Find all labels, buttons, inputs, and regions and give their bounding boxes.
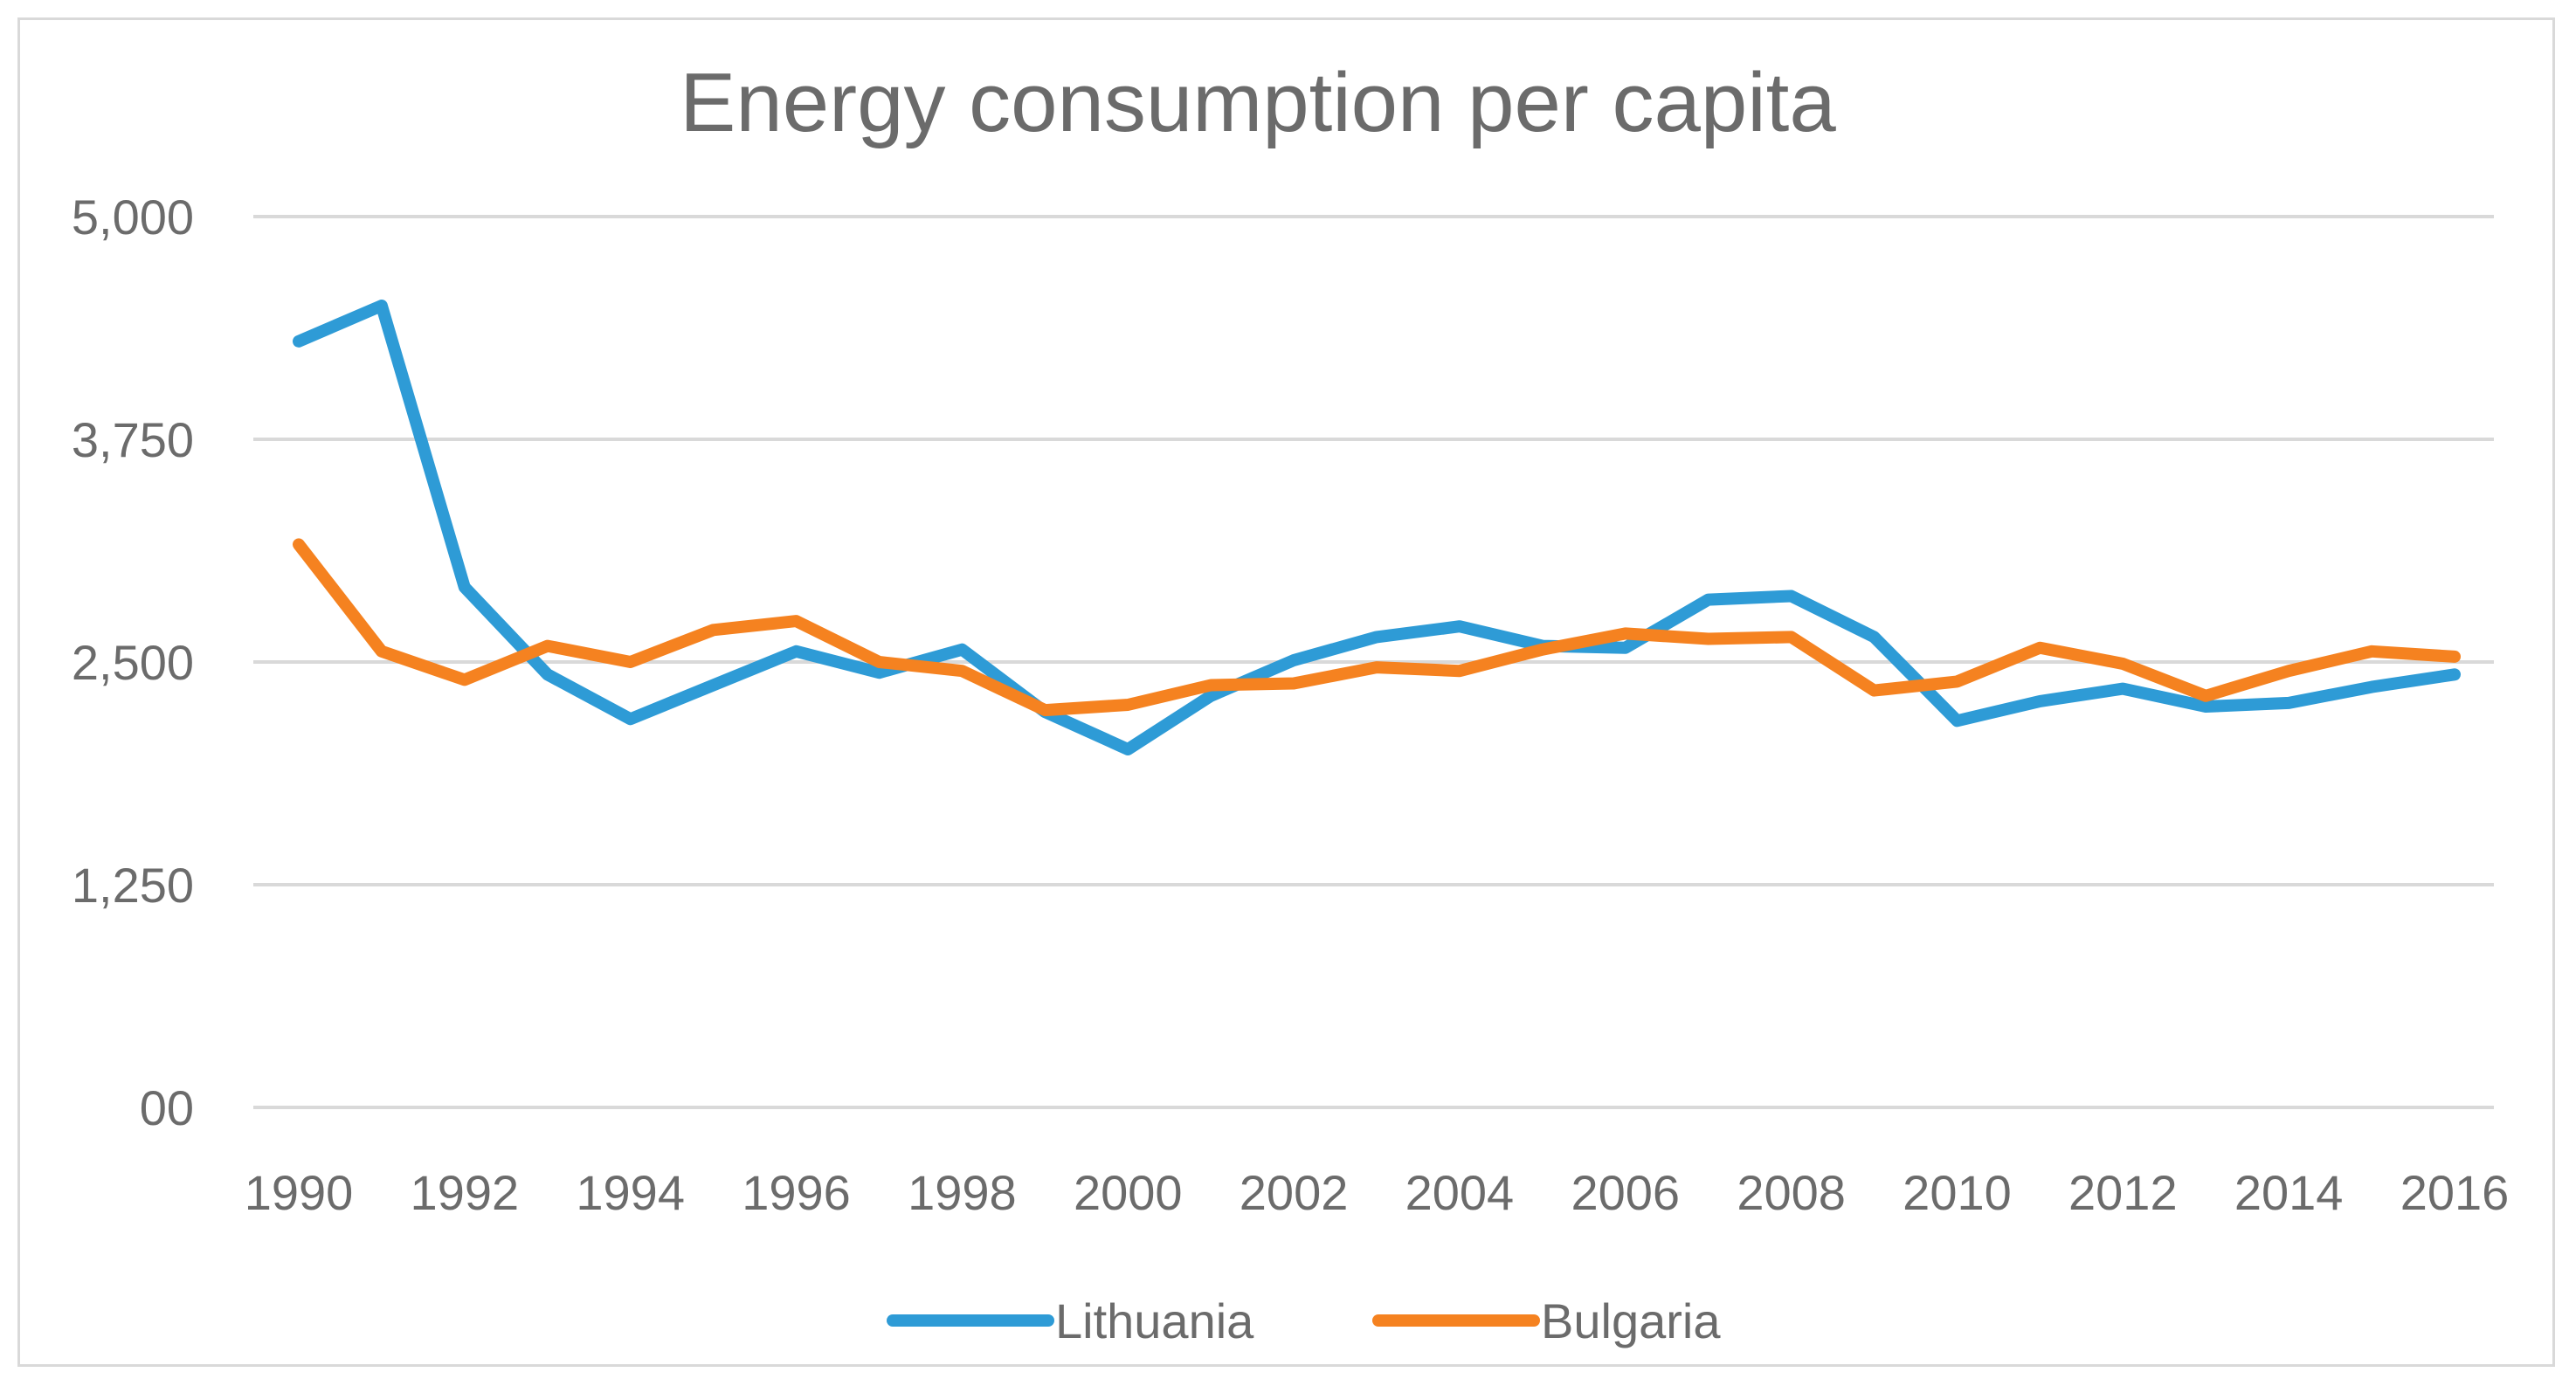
data-point-lithuania-2003	[1375, 635, 1378, 639]
x-tick-label: 2000	[1074, 1165, 1183, 1220]
x-tick-label: 2002	[1240, 1165, 1349, 1220]
data-point-bulgaria-2013	[2204, 693, 2208, 698]
data-point-bulgaria-1991	[379, 649, 383, 653]
data-point-bulgaria-1993	[545, 644, 549, 648]
x-tick-label: 2010	[1903, 1165, 2012, 1220]
data-point-bulgaria-2011	[2038, 645, 2042, 650]
data-point-lithuania-2013	[2204, 705, 2208, 708]
y-tick-label: 2,500	[72, 635, 194, 690]
y-tick-label: 1,250	[72, 858, 194, 913]
data-point-lithuania-2010	[1955, 719, 1959, 723]
data-point-bulgaria-2007	[1706, 637, 1710, 641]
x-axis-tick-labels: 1990 1992 1994 1996 1998 2000 2002 2004 2006 2008…	[245, 1165, 2510, 1220]
data-point-bulgaria-2010	[1955, 679, 1959, 684]
data-point-lithuania-1991	[379, 304, 383, 307]
x-tick-label: 1994	[576, 1165, 685, 1220]
x-tick-label: 2008	[1737, 1165, 1846, 1220]
data-point-bulgaria-1994	[628, 660, 632, 664]
data-point-lithuania-2012	[2121, 686, 2125, 691]
x-tick-label: 2012	[2068, 1165, 2178, 1220]
data-point-lithuania-1992	[462, 585, 466, 590]
data-point-lithuania-1993	[545, 672, 549, 677]
data-point-lithuania-2006	[1623, 645, 1627, 650]
x-tick-label: 1998	[908, 1165, 1017, 1220]
data-point-lithuania-2008	[1789, 594, 1793, 598]
y-tick-label: 3,750	[72, 412, 194, 467]
series-line-lithuania	[293, 300, 2461, 755]
data-point-bulgaria-2001	[1209, 683, 1213, 687]
y-tick-label: 00	[140, 1080, 194, 1135]
data-point-bulgaria-2004	[1457, 669, 1461, 673]
data-point-bulgaria-2003	[1375, 665, 1378, 670]
x-tick-label: 2014	[2234, 1165, 2344, 1220]
data-point-bulgaria-2005	[1540, 647, 1544, 652]
y-axis-tick-labels: 00 1,250 2,500 3,750 5,000	[72, 190, 194, 1135]
data-point-lithuania-1996	[794, 649, 798, 653]
x-tick-label: 1990	[245, 1165, 354, 1220]
data-point-lithuania-2000	[1126, 747, 1130, 751]
chart-title: Energy consumption per capita	[680, 56, 1836, 149]
data-point-bulgaria-2014	[2287, 669, 2291, 673]
data-point-bulgaria-1999	[1043, 708, 1047, 713]
data-point-lithuania-2002	[1292, 658, 1296, 662]
data-point-lithuania-2009	[1872, 635, 1876, 639]
data-point-bulgaria-2000	[1126, 702, 1130, 707]
data-point-lithuania-2015	[2370, 685, 2374, 689]
data-point-lithuania-1998	[960, 647, 964, 652]
x-tick-label: 2016	[2400, 1165, 2510, 1220]
data-point-lithuania-2007	[1706, 597, 1710, 602]
x-tick-label: 2004	[1405, 1165, 1515, 1220]
data-point-bulgaria-2009	[1872, 688, 1876, 693]
data-point-bulgaria-2008	[1789, 635, 1793, 639]
data-point-bulgaria-2006	[1623, 631, 1627, 636]
data-point-bulgaria-1996	[794, 619, 798, 624]
data-point-lithuania-2016	[2453, 672, 2456, 677]
y-tick-label: 5,000	[72, 190, 194, 245]
series-lines	[293, 300, 2461, 755]
x-tick-label: 1996	[742, 1165, 851, 1220]
data-point-lithuania-1994	[628, 717, 632, 721]
data-point-lithuania-2014	[2287, 700, 2291, 705]
legend-label-lithuania: Lithuania	[1055, 1293, 1254, 1348]
data-point-bulgaria-2015	[2370, 649, 2374, 653]
data-point-lithuania-1997	[877, 671, 881, 675]
data-point-bulgaria-2016	[2453, 654, 2456, 659]
data-point-lithuania-1995	[711, 683, 715, 687]
x-tick-label: 1992	[411, 1165, 520, 1220]
data-point-bulgaria-1990	[297, 542, 300, 547]
data-point-bulgaria-1995	[711, 628, 715, 632]
data-point-bulgaria-2012	[2121, 662, 2125, 666]
data-point-lithuania-2004	[1457, 624, 1461, 629]
data-point-lithuania-1990	[297, 339, 300, 343]
x-tick-label: 2006	[1571, 1165, 1680, 1220]
data-point-bulgaria-1998	[960, 669, 964, 673]
legend-label-bulgaria: Bulgaria	[1541, 1293, 1721, 1348]
data-point-bulgaria-1992	[462, 678, 466, 682]
data-point-bulgaria-2002	[1292, 681, 1296, 686]
legend: Lithuania Bulgaria	[887, 1293, 1721, 1348]
data-point-bulgaria-1997	[877, 660, 881, 664]
data-point-lithuania-2001	[1209, 693, 1213, 698]
data-point-lithuania-2011	[2038, 699, 2042, 703]
